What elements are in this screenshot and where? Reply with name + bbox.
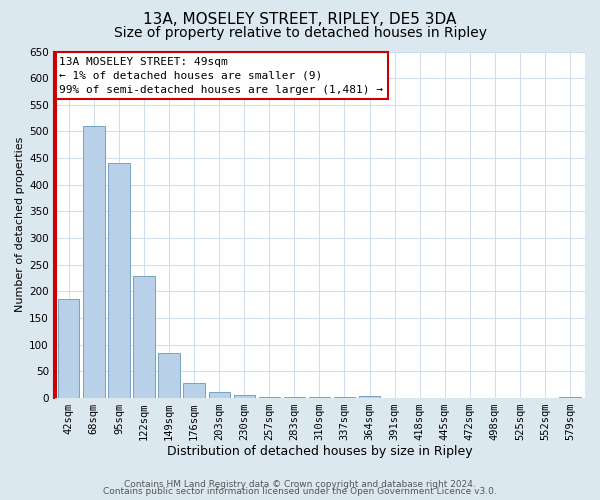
Bar xyxy=(58,300,79,398)
Bar xyxy=(209,392,230,398)
Text: 13A MOSELEY STREET: 49sqm
← 1% of detached houses are smaller (9)
99% of semi-de: 13A MOSELEY STREET: 49sqm ← 1% of detach… xyxy=(59,56,383,94)
Bar xyxy=(108,164,130,398)
Bar xyxy=(158,352,179,398)
Bar xyxy=(184,383,205,398)
Text: Contains HM Land Registry data © Crown copyright and database right 2024.: Contains HM Land Registry data © Crown c… xyxy=(124,480,476,489)
Text: 13A, MOSELEY STREET, RIPLEY, DE5 3DA: 13A, MOSELEY STREET, RIPLEY, DE5 3DA xyxy=(143,12,457,28)
Bar xyxy=(259,397,280,398)
Text: Size of property relative to detached houses in Ripley: Size of property relative to detached ho… xyxy=(113,26,487,40)
Y-axis label: Number of detached properties: Number of detached properties xyxy=(15,137,25,312)
Bar xyxy=(359,396,380,398)
Text: Contains public sector information licensed under the Open Government Licence v3: Contains public sector information licen… xyxy=(103,487,497,496)
Bar xyxy=(133,276,155,398)
Bar xyxy=(83,126,104,398)
Bar xyxy=(233,396,255,398)
X-axis label: Distribution of detached houses by size in Ripley: Distribution of detached houses by size … xyxy=(167,444,472,458)
